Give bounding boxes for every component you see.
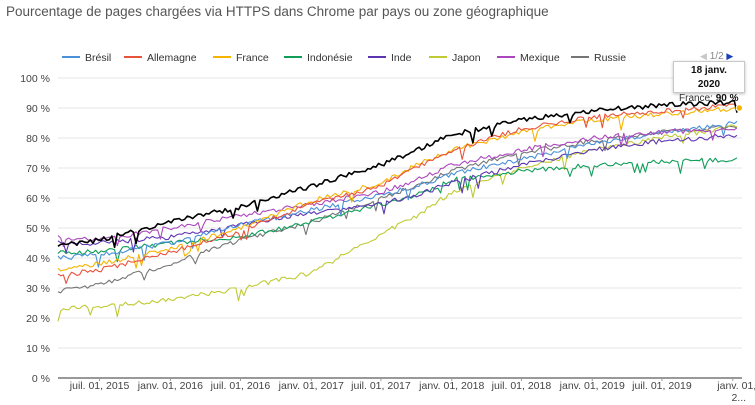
x-tick-label: juil. 01, 2015 xyxy=(69,380,130,392)
x-tick-label: juil. 01, 2019 xyxy=(631,380,692,392)
y-tick-label: 30 % xyxy=(26,283,50,295)
legend-label: Brésil xyxy=(85,52,111,64)
y-tick-label: 0 % xyxy=(32,373,50,385)
legend-label: Allemagne xyxy=(147,52,197,64)
series-line-russie[interactable] xyxy=(57,125,738,294)
legend-pager[interactable]: ◀ 1/2 ▶ xyxy=(700,51,733,62)
legend-item[interactable]: Inde xyxy=(368,52,412,64)
triangle-right-icon[interactable]: ▶ xyxy=(726,51,734,61)
y-tick-label: 70 % xyxy=(26,163,50,175)
x-tick-label: janv. 01, 2016 xyxy=(137,380,203,392)
series-lines xyxy=(57,99,738,322)
y-tick-label: 60 % xyxy=(26,193,50,205)
x-tick-label: juil. 01, 2018 xyxy=(491,380,552,392)
legend-label: France xyxy=(236,52,269,64)
tooltip-value: 90 % xyxy=(715,93,739,104)
grid-lines xyxy=(58,77,742,379)
tooltip: 18 janv. 2020 France: 90 % xyxy=(673,61,745,104)
x-axis: juil. 01, 2015 janv. 01, 2016 juil. 01, 20… xyxy=(69,378,755,404)
triangle-left-icon[interactable]: ◀ xyxy=(700,51,707,61)
x-tick-label: janv. 01, 2019 xyxy=(559,380,625,392)
legend[interactable]: Brésil Allemagne France Indonésie Inde Japon M… xyxy=(62,52,626,64)
y-tick-label: 100 % xyxy=(20,73,50,85)
y-tick-label: 90 % xyxy=(26,103,50,115)
series-line-mexique[interactable] xyxy=(57,127,738,248)
tooltip-date: 18 janv. 2020 xyxy=(691,65,727,90)
legend-item[interactable]: Brésil xyxy=(62,52,111,64)
legend-label: Indonésie xyxy=(307,52,353,64)
legend-label: Mexique xyxy=(520,52,560,64)
series-line-brésil[interactable] xyxy=(57,120,738,268)
legend-label: Japon xyxy=(452,52,481,64)
x-tick-label-line: 2... xyxy=(731,392,746,404)
legend-item[interactable]: Russie xyxy=(571,52,626,64)
legend-item[interactable]: Indonésie xyxy=(284,52,353,64)
legend-page-label: 1/2 xyxy=(709,51,724,62)
y-axis: 0 % 10 % 20 % 30 % 40 % 50 % 60 % 70 % 80 % 90 % 1… xyxy=(20,73,50,385)
tooltip-value-row: France: 90 % xyxy=(679,92,739,106)
x-tick-label: janv. 01, 2017 xyxy=(278,380,344,392)
legend-item[interactable]: Allemagne xyxy=(124,52,197,64)
y-tick-label: 40 % xyxy=(26,253,50,265)
chart-title: Pourcentage de pages chargées via HTTPS … xyxy=(6,4,549,19)
y-tick-label: 50 % xyxy=(26,223,50,235)
y-tick-label: 20 % xyxy=(26,313,50,325)
legend-label: Inde xyxy=(391,52,412,64)
series-line-ensemble[interactable] xyxy=(57,99,738,249)
y-tick-label: 10 % xyxy=(26,343,50,355)
series-line-japon[interactable] xyxy=(57,124,738,322)
legend-label: Russie xyxy=(594,52,626,64)
series-line-indonésie[interactable] xyxy=(57,157,738,263)
x-tick-label: janv. 01, 2... xyxy=(716,380,755,404)
series-line-allemagne[interactable] xyxy=(57,103,738,284)
legend-item[interactable]: France xyxy=(213,52,269,64)
x-tick-label: janv. 01, 2018 xyxy=(418,380,484,392)
y-tick-label: 80 % xyxy=(26,133,50,145)
x-tick-label-line: janv. 01, xyxy=(716,380,755,392)
tooltip-series: France: xyxy=(679,93,713,104)
hover-marker xyxy=(735,104,744,112)
x-tick-label: juil. 01, 2016 xyxy=(210,380,271,392)
hover-point xyxy=(735,104,744,112)
legend-item[interactable]: Japon xyxy=(429,52,481,64)
legend-item[interactable]: Mexique xyxy=(497,52,560,64)
series-line-france[interactable] xyxy=(57,106,738,272)
series-line-inde[interactable] xyxy=(57,134,738,254)
x-tick-label: juil. 01, 2017 xyxy=(350,380,411,392)
